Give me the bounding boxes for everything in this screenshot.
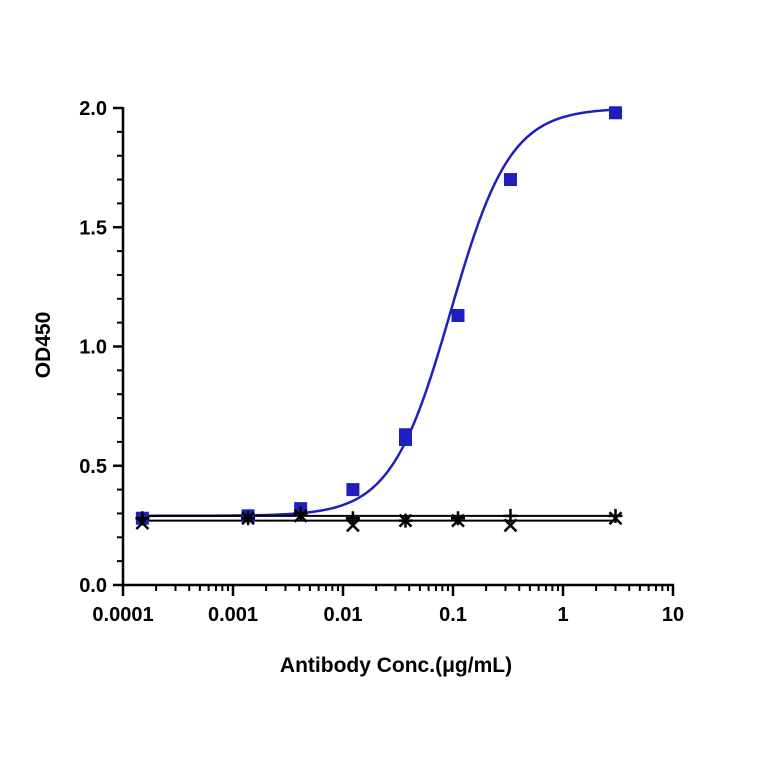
fit-curves — [142, 108, 616, 522]
y-axis-title: OD450 — [32, 312, 55, 379]
series-3-point — [398, 513, 413, 528]
y-tick-label: 0.5 — [79, 456, 107, 478]
y-tick-label: 0.0 — [79, 575, 107, 597]
series-2-point — [450, 511, 465, 526]
y-tick-label: 1.0 — [79, 337, 107, 359]
x-tick-label: 0.0001 — [92, 604, 153, 626]
x-tick-label: 10 — [662, 604, 684, 626]
x-axis: 0.0001 0.001 0.01 0.1 1 10 — [92, 583, 684, 626]
series-2-point — [608, 508, 623, 523]
series-2-point — [503, 508, 518, 523]
x-tick-label: 0.01 — [324, 604, 363, 626]
series-1-point — [503, 173, 517, 187]
x-tick-label: 0.001 — [208, 604, 258, 626]
series-3-point — [293, 508, 308, 523]
series-1-point — [608, 106, 622, 120]
series-3-point — [241, 511, 255, 526]
fit-curve-1 — [142, 108, 616, 518]
series-3-point — [451, 513, 465, 528]
series-3-point — [503, 518, 518, 533]
y-axis: 0.0 0.5 1.0 1.5 2.0 — [79, 98, 125, 597]
series-3-point — [608, 511, 623, 526]
data-points — [135, 106, 623, 533]
series-3-point — [346, 518, 360, 533]
series-1-point — [451, 308, 465, 322]
x-tick-label: 1 — [557, 604, 568, 626]
x-axis-title: Antibody Conc.(μg/mL) — [280, 654, 512, 677]
series-2-point — [293, 506, 308, 521]
y-tick-label: 2.0 — [79, 98, 107, 120]
series-2-point — [345, 511, 360, 526]
x-tick-label: 0.1 — [439, 604, 467, 626]
y-tick-label: 1.5 — [79, 217, 107, 239]
series-3-point — [135, 516, 150, 530]
series-1-point — [346, 483, 360, 497]
series-1-point — [399, 428, 413, 442]
